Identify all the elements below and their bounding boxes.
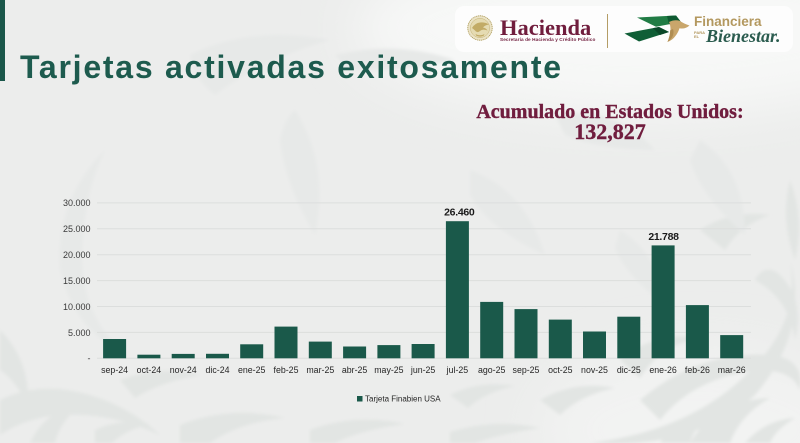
svg-text:jun-25: jun-25 [410, 365, 436, 375]
svg-text:jul-25: jul-25 [446, 365, 469, 375]
svg-text:25.000: 25.000 [63, 224, 91, 234]
svg-text:mar-25: mar-25 [306, 365, 334, 375]
svg-text:nov-25: nov-25 [581, 365, 608, 375]
svg-text:sep-25: sep-25 [513, 365, 540, 375]
svg-text:15.000: 15.000 [63, 276, 91, 286]
svg-text:ene-26: ene-26 [649, 365, 676, 375]
svg-text:dic-25: dic-25 [617, 365, 641, 375]
svg-text:feb-26: feb-26 [685, 365, 710, 375]
svg-text:10.000: 10.000 [63, 302, 91, 312]
svg-text:oct-24: oct-24 [137, 365, 162, 375]
svg-text:-: - [88, 354, 91, 364]
svg-text:feb-25: feb-25 [274, 365, 299, 375]
svg-text:20.000: 20.000 [63, 250, 91, 260]
svg-text:may-25: may-25 [374, 365, 403, 375]
svg-text:30.000: 30.000 [63, 198, 91, 208]
svg-text:21.788: 21.788 [648, 231, 679, 243]
svg-text:oct-25: oct-25 [548, 365, 573, 375]
svg-text:sep-24: sep-24 [101, 365, 128, 375]
svg-text:26.460: 26.460 [444, 206, 475, 218]
svg-text:ago-25: ago-25 [478, 365, 505, 375]
svg-text:mar-26: mar-26 [718, 365, 746, 375]
svg-text:ene-25: ene-25 [238, 365, 265, 375]
svg-text:abr-25: abr-25 [342, 365, 368, 375]
svg-text:dic-24: dic-24 [206, 365, 230, 375]
svg-text:5.000: 5.000 [68, 328, 91, 338]
svg-text:Tarjeta Finabien USA: Tarjeta Finabien USA [365, 395, 441, 404]
svg-text:nov-24: nov-24 [170, 365, 197, 375]
